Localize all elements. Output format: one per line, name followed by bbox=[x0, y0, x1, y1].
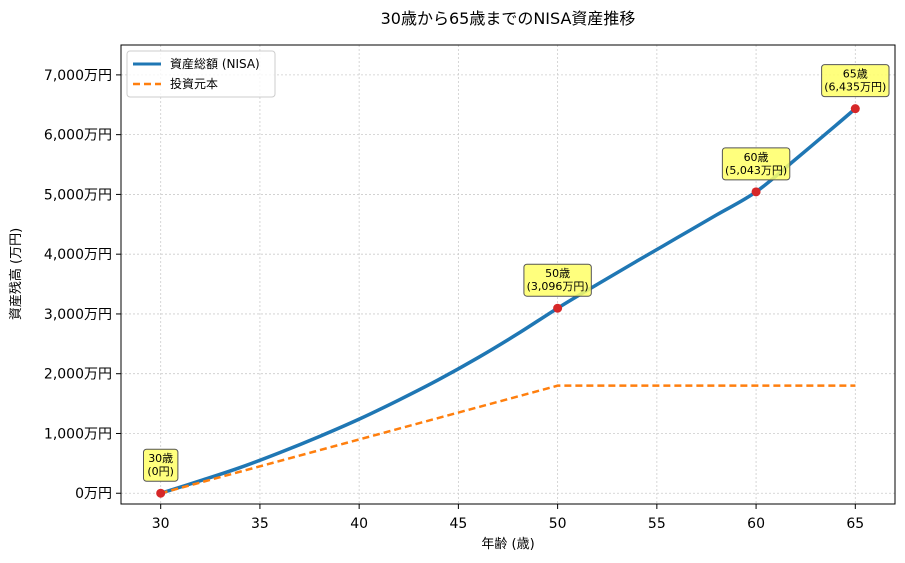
annotation-box bbox=[821, 64, 890, 98]
x-tick-label: 50 bbox=[549, 516, 567, 532]
x-axis-ticks: 30 35 40 45 50 55 60 65 bbox=[152, 504, 864, 532]
annotation-label-value: (0円) bbox=[147, 465, 174, 478]
x-tick-label: 60 bbox=[747, 516, 765, 532]
y-axis-label: 資産残高 (万円) bbox=[8, 228, 24, 320]
series-line-1 bbox=[160, 384, 856, 495]
annotation-label-value: (6,435万円) bbox=[824, 81, 886, 94]
x-tick-label: 35 bbox=[251, 516, 269, 532]
annotation-label-age: 60歳 bbox=[744, 151, 769, 164]
annotation-label-value: (3,096万円) bbox=[527, 280, 589, 293]
marker-point bbox=[850, 104, 860, 114]
y-tick-label: 2,000万円 bbox=[44, 367, 112, 383]
y-tick-label: 6,000万円 bbox=[44, 128, 112, 144]
x-tick-label: 65 bbox=[846, 516, 864, 532]
annotation-label-age: 30歳 bbox=[148, 452, 173, 465]
y-axis-ticks: 0万円 1,000万円 2,000万円 3,000万円 4,000万円 5,000万円 6,… bbox=[44, 68, 121, 502]
annotation-box bbox=[142, 448, 179, 482]
grid bbox=[121, 45, 895, 504]
legend-label-asset: 資産総額 (NISA) bbox=[170, 56, 260, 71]
y-tick-label: 5,000万円 bbox=[44, 187, 112, 203]
legend-label-principal: 投資元本 bbox=[170, 76, 218, 91]
y-tick-label: 7,000万円 bbox=[44, 68, 112, 84]
legend-box bbox=[126, 50, 276, 98]
annotation-label-age: 50歳 bbox=[545, 267, 570, 280]
marker-point bbox=[553, 303, 563, 313]
y-tick-label: 4,000万円 bbox=[44, 247, 112, 263]
y-tick-label: 0万円 bbox=[75, 486, 112, 502]
annotation-box bbox=[523, 263, 592, 297]
marker-point bbox=[156, 488, 166, 498]
x-tick-label: 45 bbox=[449, 516, 467, 532]
plot-frame bbox=[120, 44, 896, 505]
x-axis-label: 年齢 (歳) bbox=[481, 537, 534, 552]
x-tick-label: 55 bbox=[648, 516, 666, 532]
marker-point bbox=[751, 187, 761, 197]
x-tick-label: 40 bbox=[350, 516, 368, 532]
markers-group bbox=[156, 104, 860, 498]
annotation-label-age: 65歳 bbox=[843, 68, 868, 81]
annotations-group: 30歳(0円) 50歳(3,096万円) 60歳(5,043万円) 65歳(6,435… bbox=[142, 64, 890, 482]
x-tick-label: 30 bbox=[152, 516, 170, 532]
legend: 資産総額 (NISA) 投資元本 bbox=[126, 50, 276, 98]
y-tick-label: 1,000万円 bbox=[44, 426, 112, 442]
chart-title: 30歳から65歳までのNISA資産推移 bbox=[381, 9, 636, 28]
annotation-label-value: (5,043万円) bbox=[725, 164, 787, 177]
annotation-box bbox=[721, 147, 791, 181]
y-tick-label: 3,000万円 bbox=[44, 307, 112, 323]
